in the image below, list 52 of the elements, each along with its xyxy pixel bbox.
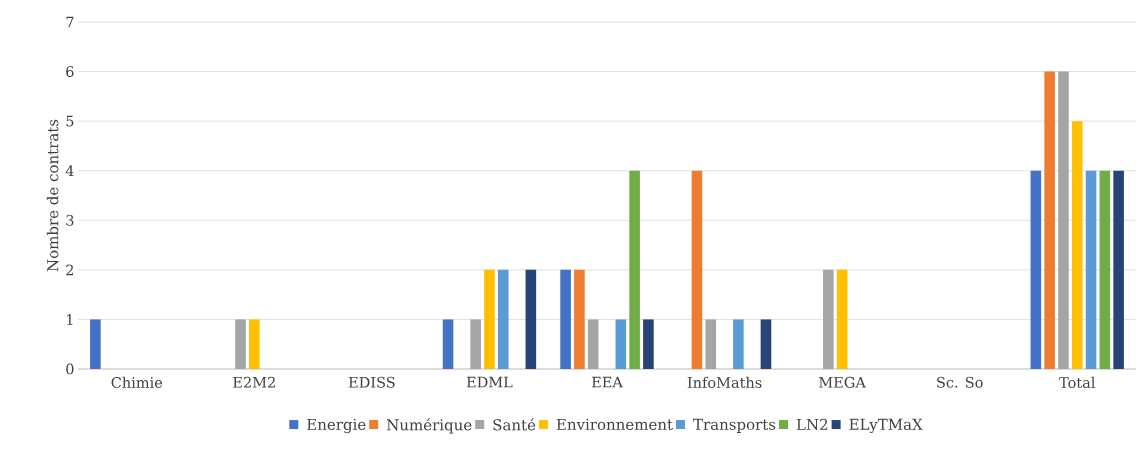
y-tick-label: 7 xyxy=(66,16,74,28)
bar xyxy=(1085,170,1097,369)
bar xyxy=(705,319,717,369)
legend-label: Environnement xyxy=(556,418,673,431)
x-tick-label: Sc. So xyxy=(937,376,983,388)
bar xyxy=(249,319,260,369)
bar xyxy=(90,319,101,369)
x-tick-label: E2M2 xyxy=(233,376,275,388)
legend-label: LN2 xyxy=(796,418,828,431)
x-tick-label: EDML xyxy=(466,376,513,388)
bar xyxy=(760,319,772,369)
bar xyxy=(525,269,537,369)
bar xyxy=(587,319,599,369)
bar xyxy=(1044,71,1055,369)
bar xyxy=(691,170,703,369)
legend-label: ELyTMaX xyxy=(849,418,923,434)
bar xyxy=(615,319,627,369)
x-tick-label: EDISS xyxy=(348,376,395,388)
y-tick-label: 4 xyxy=(65,165,74,177)
x-tick-label: InfoMaths xyxy=(687,376,762,388)
y-tick-label: 3 xyxy=(66,214,74,226)
bar xyxy=(1113,170,1124,369)
bar xyxy=(1030,170,1042,369)
x-tick-label: EEA xyxy=(591,376,623,388)
x-tick-label: MEGA xyxy=(819,376,867,388)
bar xyxy=(1071,121,1083,369)
bar xyxy=(484,269,495,369)
bar xyxy=(1099,170,1111,369)
legend-label: Transports xyxy=(693,418,776,433)
y-tick-label: 5 xyxy=(66,115,74,127)
bar xyxy=(470,319,481,369)
bar xyxy=(733,319,744,369)
legend-label: Energie xyxy=(307,418,366,434)
y-tick-label: 2 xyxy=(66,264,74,276)
legend-label: Santé xyxy=(493,418,536,431)
legend-label: Numérique xyxy=(386,418,472,434)
bar xyxy=(497,269,509,369)
bar xyxy=(442,319,454,369)
bar xyxy=(235,319,246,369)
bar xyxy=(574,269,585,369)
y-tick-label: 6 xyxy=(66,66,74,78)
bar xyxy=(643,319,654,369)
bar xyxy=(823,269,834,369)
x-tick-label: Chimie xyxy=(111,376,163,388)
bar xyxy=(1058,71,1069,369)
bar xyxy=(560,269,571,369)
x-tick-label: Total xyxy=(1059,376,1095,388)
y-tick-label: 1 xyxy=(67,314,73,325)
bar xyxy=(629,170,640,369)
y-tick-label: 0 xyxy=(66,363,74,375)
bar xyxy=(836,269,848,369)
y-axis-title: Nombre de contrats xyxy=(46,119,59,272)
